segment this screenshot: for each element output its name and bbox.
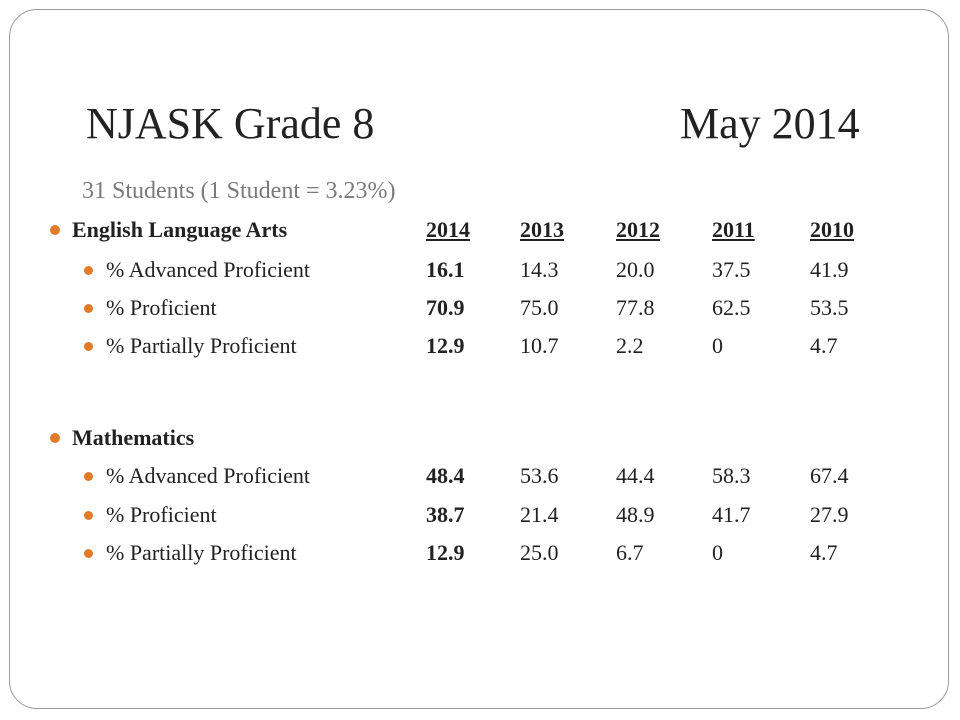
value-cell: 48.4 <box>426 463 465 488</box>
row-label: % Proficient <box>106 502 217 527</box>
row-label: % Advanced Proficient <box>106 257 311 282</box>
bullet-icon <box>84 511 93 520</box>
value-cell: 16.1 <box>426 257 465 282</box>
value-cell: 4.7 <box>810 540 838 565</box>
value-cell: 67.4 <box>810 463 849 488</box>
value-cell: 20.0 <box>616 257 655 282</box>
bullet-icon <box>84 266 93 275</box>
year-header: 2012 <box>616 217 660 242</box>
value-cell: 44.4 <box>616 463 655 488</box>
value-cell: 0 <box>712 540 723 565</box>
bullet-icon <box>50 433 60 443</box>
slide: NJASK Grade 8 May 2014 31 Students (1 St… <box>9 9 949 709</box>
row-label: % Partially Proficient <box>106 333 297 358</box>
bullet-icon <box>50 225 60 235</box>
value-cell: 37.5 <box>712 257 751 282</box>
value-cell: 4.7 <box>810 333 838 358</box>
value-cell: 0 <box>712 333 723 358</box>
year-header: 2011 <box>712 217 755 242</box>
value-cell: 58.3 <box>712 463 751 488</box>
bullet-icon <box>84 304 93 313</box>
value-cell: 12.9 <box>426 333 465 358</box>
value-cell: 41.7 <box>712 502 751 527</box>
slide-date: May 2014 <box>680 99 860 148</box>
row-label: % Partially Proficient <box>106 540 297 565</box>
value-cell: 48.9 <box>616 502 655 527</box>
value-cell: 21.4 <box>520 502 559 527</box>
value-cell: 2.2 <box>616 333 644 358</box>
value-cell: 77.8 <box>616 295 655 320</box>
value-cell: 10.7 <box>520 333 559 358</box>
year-header: 2014 <box>426 217 470 242</box>
year-header: 2010 <box>810 217 854 242</box>
bullet-icon <box>84 549 93 558</box>
section-title: Mathematics <box>72 425 195 450</box>
bullet-icon <box>84 472 93 481</box>
value-cell: 75.0 <box>520 295 559 320</box>
value-cell: 62.5 <box>712 295 751 320</box>
value-cell: 14.3 <box>520 257 559 282</box>
value-cell: 41.9 <box>810 257 849 282</box>
value-cell: 70.9 <box>426 295 465 320</box>
value-cell: 38.7 <box>426 502 465 527</box>
row-label: % Proficient <box>106 295 217 320</box>
value-cell: 6.7 <box>616 540 644 565</box>
row-label: % Advanced Proficient <box>106 463 311 488</box>
slide-title: NJASK Grade 8 <box>86 99 375 148</box>
value-cell: 25.0 <box>520 540 559 565</box>
bullet-icon <box>84 342 93 351</box>
slide-subtitle: 31 Students (1 Student = 3.23%) <box>82 178 396 204</box>
value-cell: 53.6 <box>520 463 559 488</box>
year-header: 2013 <box>520 217 564 242</box>
value-cell: 12.9 <box>426 540 465 565</box>
value-cell: 53.5 <box>810 295 849 320</box>
value-cell: 27.9 <box>810 502 849 527</box>
section-title: English Language Arts <box>72 217 288 242</box>
